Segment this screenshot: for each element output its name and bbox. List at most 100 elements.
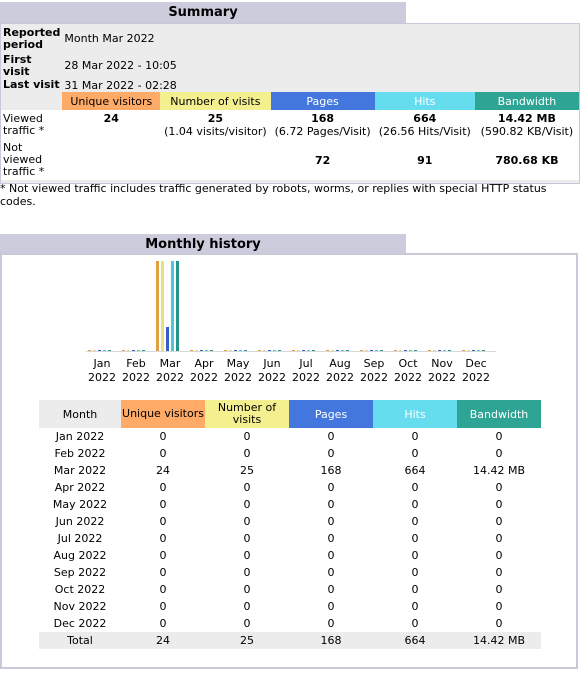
total-row: Total 24 25 168 664 14.42 MB — [39, 632, 541, 649]
chart-month-name: Jul — [299, 357, 313, 370]
value-cell: 0 — [495, 498, 503, 511]
col-hits: Hits — [373, 400, 457, 428]
header-number-of-visits: Number of visits — [160, 92, 271, 110]
header-pages: Pages — [270, 92, 375, 110]
chart-bar — [346, 350, 349, 351]
month-cell: Jan 2022 — [55, 430, 105, 443]
reported-period-label: Reported period — [3, 25, 61, 51]
value-cell: 25 — [240, 464, 254, 477]
value-cell: 0 — [243, 515, 251, 528]
chart-month-year: 2022 — [122, 371, 150, 384]
value-cell: 14.42 MB — [472, 464, 526, 477]
chart-bar — [292, 350, 295, 351]
value-cell: 0 — [495, 515, 503, 528]
table-row: Jan 2022 0 0 0 0 0 — [39, 428, 541, 445]
chart-bar — [210, 350, 213, 351]
chart-bar — [190, 350, 193, 351]
value-cell: 0 — [495, 481, 503, 494]
chart-month-year: 2022 — [88, 371, 116, 384]
value-cell: 0 — [327, 617, 335, 630]
month-cell: Oct 2022 — [54, 583, 106, 596]
first-visit-value: 28 Mar 2022 - 10:05 — [64, 59, 177, 72]
viewed-bandwidth-ratio: (590.82 KB/Visit) — [480, 125, 574, 138]
value-cell: 24 — [156, 464, 170, 477]
table-row: Nov 2022 0 0 0 0 0 — [39, 598, 541, 615]
viewed-pages: 168 — [311, 112, 335, 125]
chart-month-name: Sep — [363, 357, 385, 370]
value-cell: 0 — [159, 515, 167, 528]
chart-month-year: 2022 — [292, 371, 320, 384]
chart-bar — [297, 350, 300, 351]
monthly-history-panel: Jan 2022 Feb 2022 Mar 2022 Apr 2022 May 2022 Jun 20… — [0, 253, 578, 669]
value-cell: 0 — [327, 481, 335, 494]
reported-period-value: Month Mar 2022 — [64, 32, 155, 45]
chart-bar — [229, 350, 232, 351]
header-unique-visitors: Unique visitors — [62, 92, 161, 110]
month-cell: Jun 2022 — [55, 515, 105, 528]
chart-bar — [166, 327, 169, 351]
value-cell: 0 — [327, 549, 335, 562]
chart-bar — [467, 350, 470, 351]
table-row: Feb 2022 0 0 0 0 0 — [39, 445, 541, 462]
chart-bar — [380, 350, 383, 351]
chart-bar — [394, 350, 397, 351]
value-cell: 0 — [243, 549, 251, 562]
chart-bar — [88, 350, 91, 351]
table-row: May 2022 0 0 0 0 0 — [39, 496, 541, 513]
chart-month-year: 2022 — [190, 371, 218, 384]
value-cell: 0 — [159, 447, 167, 460]
viewed-traffic-label: Viewed traffic * — [1, 110, 63, 140]
value-cell: 0 — [243, 583, 251, 596]
chart-bar — [127, 350, 130, 351]
value-cell: 0 — [243, 481, 251, 494]
chart-bar — [404, 350, 407, 351]
total-label: Total — [39, 632, 121, 649]
value-cell: 0 — [411, 549, 419, 562]
table-row: Aug 2022 0 0 0 0 0 — [39, 547, 541, 564]
monthly-history-title: Monthly history — [0, 234, 406, 255]
value-cell: 0 — [411, 515, 419, 528]
chart-month-name: Oct — [398, 357, 418, 370]
chart-bar — [98, 350, 101, 351]
value-cell: 0 — [411, 566, 419, 579]
chart-bar — [341, 350, 344, 351]
chart-bar — [462, 350, 465, 351]
viewed-bandwidth: 14.42 MB — [497, 112, 556, 125]
chart-bar — [399, 350, 402, 351]
chart-bar — [331, 350, 334, 351]
chart-bar — [239, 350, 242, 351]
value-cell: 0 — [159, 481, 167, 494]
chart-month-label: Nov 2022 — [425, 357, 459, 385]
viewed-unique: 24 — [62, 110, 161, 140]
chart-bar — [161, 261, 164, 351]
summary-title: Summary — [0, 2, 406, 23]
chart-bar — [370, 350, 373, 351]
viewed-pages-ratio: (6.72 Pages/Visit) — [274, 125, 371, 138]
chart-month-label: Apr 2022 — [187, 357, 221, 385]
first-visit-label: First visit — [3, 52, 32, 78]
chart-month-name: Aug — [329, 357, 351, 370]
chart-month-label: Aug 2022 — [323, 357, 357, 385]
month-cell: Feb 2022 — [54, 447, 106, 460]
chart-bar — [224, 350, 227, 351]
summary-panel: Reported period Month Mar 2022 First vis… — [0, 23, 580, 184]
value-cell: 0 — [327, 583, 335, 596]
value-cell: 0 — [243, 430, 251, 443]
chart-bar — [302, 350, 305, 351]
chart-bar — [472, 350, 475, 351]
chart-month-year: 2022 — [258, 371, 286, 384]
chart-bar — [142, 350, 145, 351]
chart-month-name: Mar — [159, 357, 181, 370]
value-cell: 0 — [159, 600, 167, 613]
monthly-bar-chart: Jan 2022 Feb 2022 Mar 2022 Apr 2022 May 2022 Jun 20… — [86, 255, 496, 384]
chart-bar — [200, 350, 203, 351]
value-cell: 0 — [327, 566, 335, 579]
footnote: * Not viewed traffic includes traffic ge… — [0, 182, 547, 208]
chart-bar — [132, 350, 135, 351]
value-cell: 168 — [320, 464, 342, 477]
total-value: 664 — [373, 632, 457, 649]
value-cell: 0 — [159, 430, 167, 443]
chart-bar — [156, 261, 159, 351]
chart-bar — [438, 350, 441, 351]
header-hits: Hits — [374, 92, 475, 110]
